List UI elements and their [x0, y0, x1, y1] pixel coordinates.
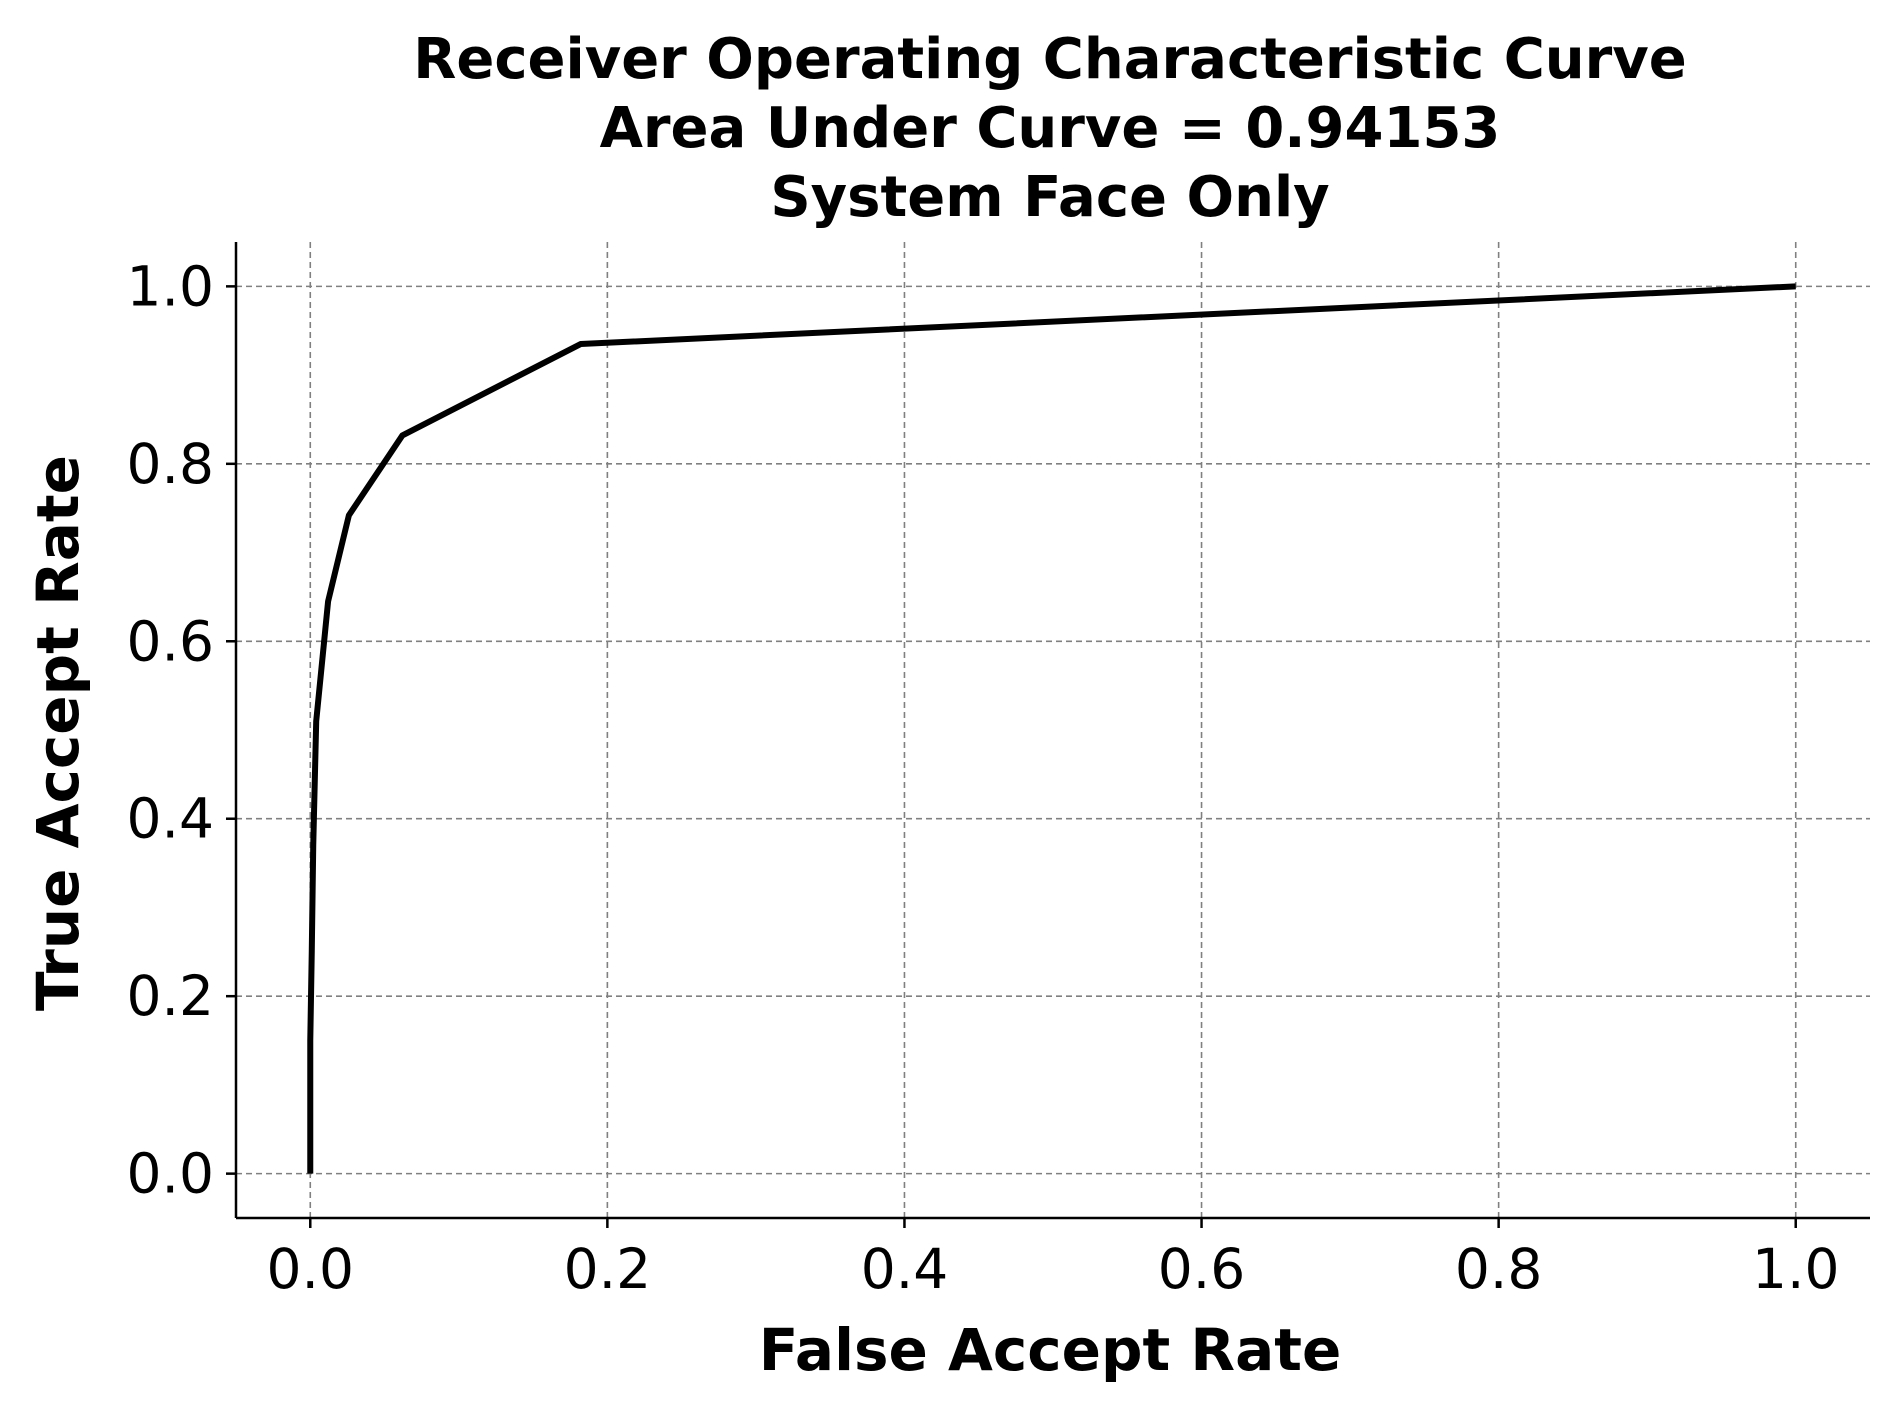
- y-tick-label-2: 0.4: [127, 787, 214, 851]
- x-tick-label-0: 0.0: [267, 1237, 354, 1301]
- x-axis-label: False Accept Rate: [759, 1316, 1342, 1384]
- x-tick-label-2: 0.4: [861, 1237, 948, 1301]
- x-tick-label-1: 0.2: [564, 1237, 651, 1301]
- x-tick-label-4: 0.8: [1455, 1237, 1542, 1301]
- x-tick-label-3: 0.6: [1158, 1237, 1245, 1301]
- y-tick-label-5: 1.0: [127, 254, 214, 318]
- axes-spines: [234, 242, 1870, 1220]
- title-line-1: Receiver Operating Characteristic Curve: [413, 27, 1687, 92]
- y-axis-label: True Accept Rate: [24, 455, 92, 1011]
- title-line-3: System Face Only: [770, 165, 1329, 230]
- roc-curve-line-0: [307, 283, 1796, 1174]
- chart-title: Receiver Operating Characteristic Curve …: [413, 27, 1687, 230]
- y-tick-label-0: 0.0: [127, 1142, 214, 1206]
- y-axis-ticks: 0.0 0.2 0.4 0.6 0.8 1.0: [127, 254, 236, 1206]
- x-tick-label-5: 1.0: [1752, 1237, 1839, 1301]
- title-line-2: Area Under Curve = 0.94153: [600, 96, 1501, 161]
- y-tick-label-4: 0.8: [127, 432, 214, 496]
- x-axis-ticks: 0.0 0.2 0.4 0.6 0.8 1.0: [267, 1218, 1839, 1301]
- y-tick-label-3: 0.6: [127, 609, 214, 673]
- y-tick-label-1: 0.2: [127, 964, 214, 1028]
- series-group: [307, 283, 1796, 1174]
